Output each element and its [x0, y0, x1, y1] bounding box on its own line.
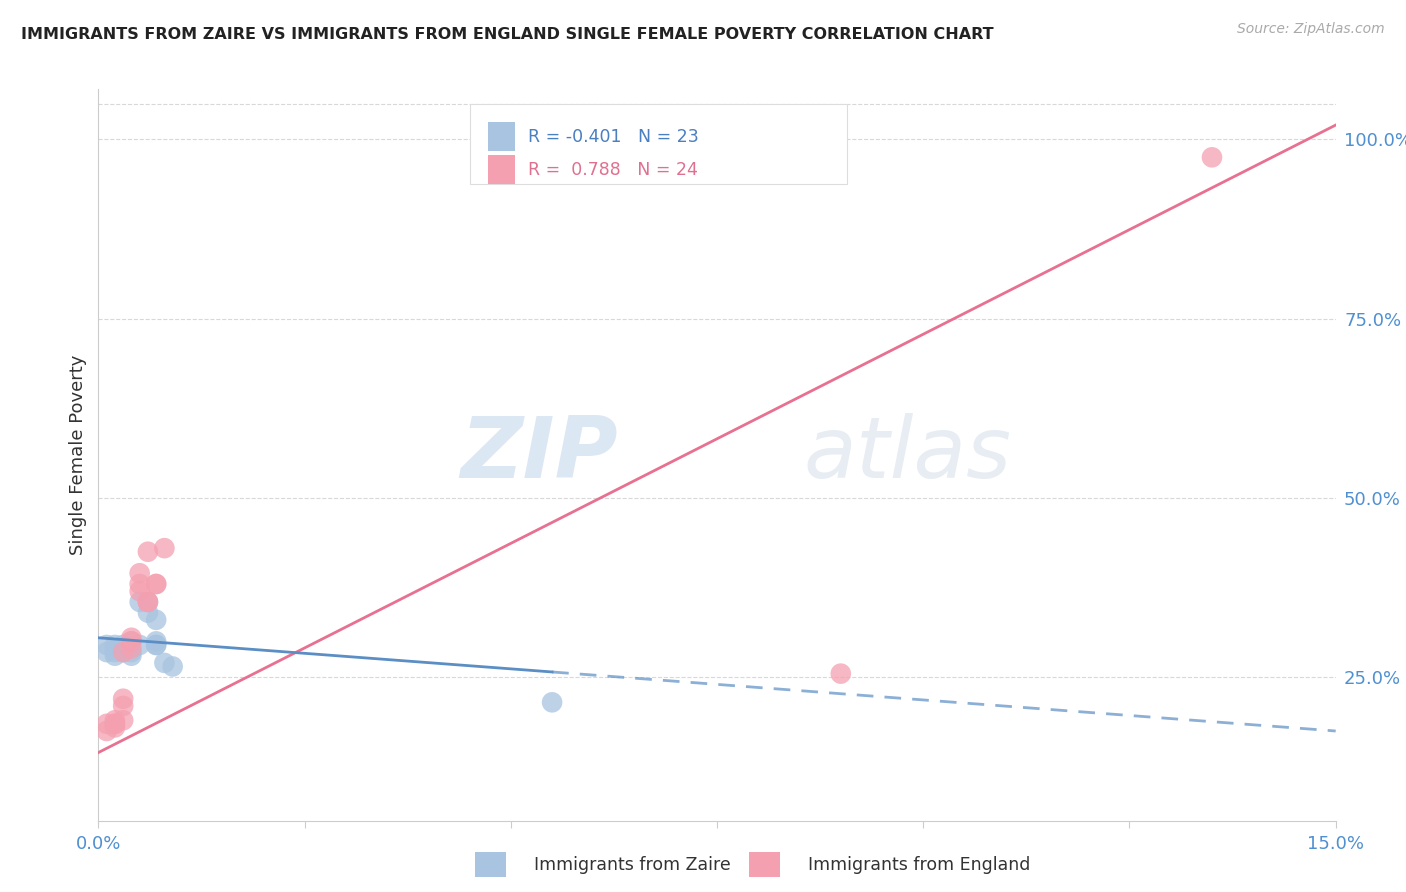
Point: [112, 698, 135, 713]
Point: [112, 713, 135, 727]
Point: [136, 595, 159, 609]
Point: [104, 641, 127, 656]
Point: [830, 666, 852, 681]
Point: [104, 713, 127, 727]
Point: [136, 606, 159, 620]
Point: [112, 645, 135, 659]
Point: [104, 648, 127, 663]
Point: [136, 595, 159, 609]
Point: [96, 638, 118, 652]
FancyBboxPatch shape: [488, 122, 516, 152]
Text: Immigrants from England: Immigrants from England: [808, 856, 1031, 874]
Text: IMMIGRANTS FROM ZAIRE VS IMMIGRANTS FROM ENGLAND SINGLE FEMALE POVERTY CORRELATI: IMMIGRANTS FROM ZAIRE VS IMMIGRANTS FROM…: [21, 27, 994, 42]
Point: [120, 634, 142, 648]
Point: [145, 638, 167, 652]
Point: [128, 595, 150, 609]
Point: [104, 720, 127, 734]
Point: [112, 645, 135, 659]
Point: [96, 716, 118, 731]
Text: Source: ZipAtlas.com: Source: ZipAtlas.com: [1237, 22, 1385, 37]
Point: [153, 541, 176, 556]
Point: [128, 638, 150, 652]
Point: [120, 631, 142, 645]
Point: [128, 566, 150, 581]
Text: Immigrants from Zaire: Immigrants from Zaire: [534, 856, 731, 874]
Text: R = -0.401   N = 23: R = -0.401 N = 23: [527, 128, 699, 145]
Point: [120, 634, 142, 648]
Point: [128, 584, 150, 599]
Point: [112, 638, 135, 652]
Point: [136, 595, 159, 609]
Point: [120, 641, 142, 656]
FancyBboxPatch shape: [488, 155, 516, 185]
Text: ZIP: ZIP: [460, 413, 619, 497]
Point: [153, 656, 176, 670]
Point: [145, 634, 167, 648]
Point: [112, 691, 135, 706]
Point: [145, 613, 167, 627]
Point: [104, 716, 127, 731]
Point: [96, 724, 118, 739]
Point: [1201, 150, 1223, 164]
Y-axis label: Single Female Poverty: Single Female Poverty: [69, 355, 87, 555]
Point: [145, 577, 167, 591]
Point: [145, 638, 167, 652]
Point: [145, 577, 167, 591]
Point: [96, 645, 118, 659]
Point: [104, 638, 127, 652]
Point: [120, 645, 142, 659]
Point: [104, 716, 127, 731]
Point: [120, 648, 142, 663]
Point: [541, 695, 564, 709]
Point: [112, 641, 135, 656]
Point: [136, 545, 159, 559]
Point: [128, 577, 150, 591]
Point: [162, 659, 184, 673]
Text: R =  0.788   N = 24: R = 0.788 N = 24: [527, 161, 697, 178]
FancyBboxPatch shape: [470, 103, 846, 185]
Point: [104, 645, 127, 659]
Text: atlas: atlas: [804, 413, 1012, 497]
